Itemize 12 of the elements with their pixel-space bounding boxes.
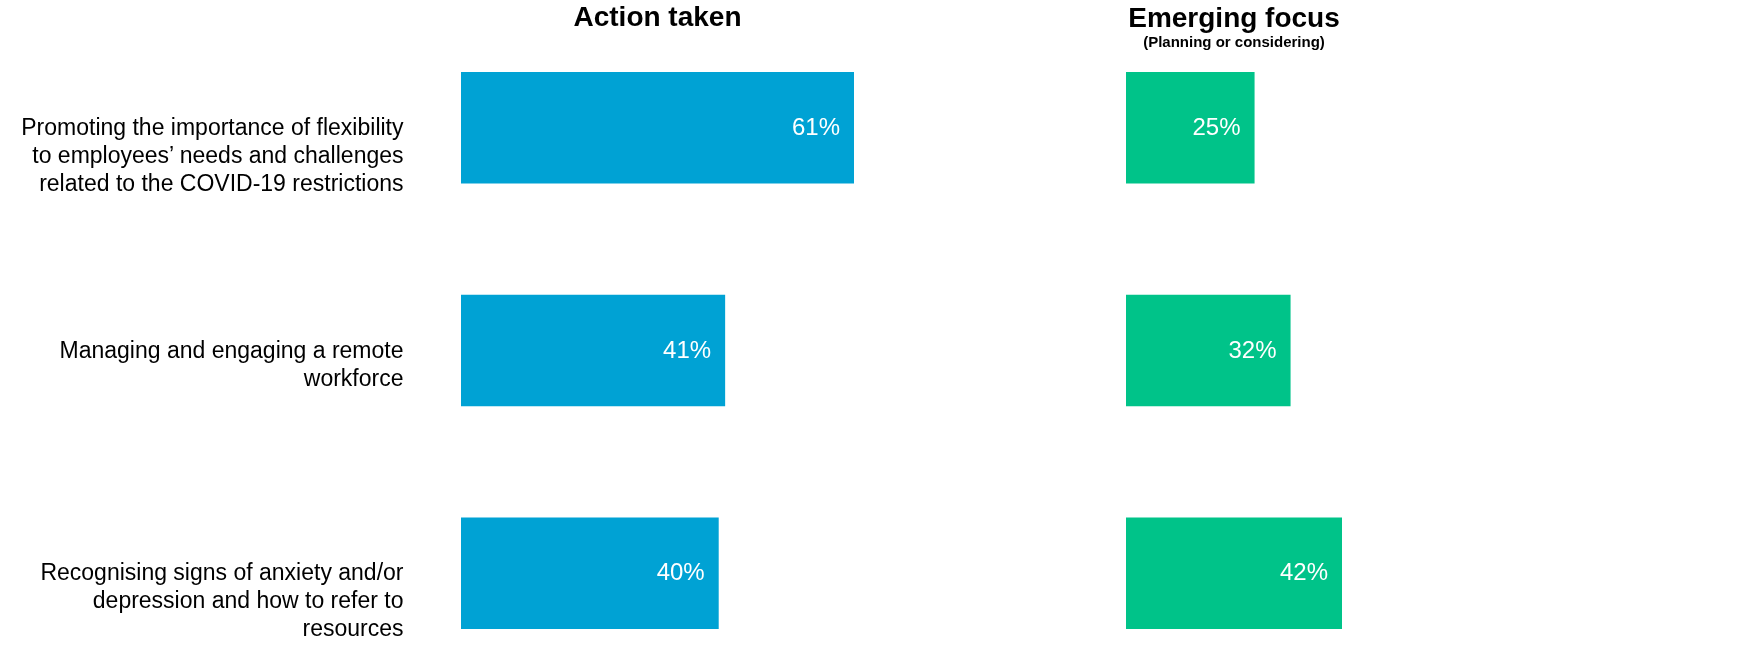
y-tick-label: Promoting the importance of flexibility to employees’ needs and challenges related to the COVID-19 restrictions <box>21 113 404 196</box>
chart-title: Action taken <box>573 1 742 32</box>
data-label: 41% <box>663 335 712 363</box>
y-tick-label: Recognising signs of anxiety and/or depression and how to refer to resources <box>40 559 404 642</box>
data-label: 42% <box>1279 558 1328 586</box>
data-label: 40% <box>656 558 705 586</box>
chart-title: Emerging focus <box>1128 2 1340 33</box>
text: (Planning or considering) <box>1143 33 1325 50</box>
y-tick-label: Managing and engaging a remote workforce <box>59 336 404 391</box>
data-label: 32% <box>1228 335 1277 363</box>
data-label: 61% <box>791 112 840 140</box>
data-label: 25% <box>1192 112 1241 140</box>
